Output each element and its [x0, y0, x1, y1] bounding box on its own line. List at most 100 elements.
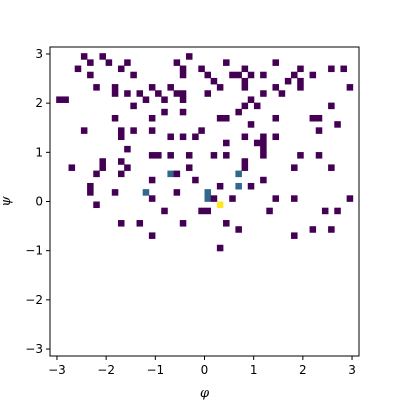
heatmap-cell	[117, 65, 125, 73]
heatmap-cell	[235, 71, 242, 79]
y-tick-label: 1	[35, 145, 43, 159]
heatmap-cell	[111, 189, 119, 196]
heatmap-cell	[315, 152, 323, 159]
heatmap-cell	[93, 84, 100, 91]
heatmap-cell	[148, 84, 156, 91]
x-tick-label: 0	[201, 363, 209, 377]
y-tick-label: −2	[25, 293, 43, 307]
heatmap-cell	[346, 84, 354, 91]
heatmap-cell	[253, 102, 261, 110]
heatmap-cell	[216, 114, 224, 122]
heatmap-cell	[167, 133, 174, 141]
heatmap-cell	[179, 220, 187, 227]
heatmap-cell	[253, 139, 261, 147]
heatmap-cell	[87, 59, 94, 66]
heatmap-cell	[260, 145, 267, 153]
heatmap-cell	[340, 65, 347, 73]
heatmap-cell	[291, 232, 298, 239]
heatmap-cell	[260, 90, 267, 97]
heatmap-cell	[124, 90, 131, 97]
heatmap-cell	[291, 71, 298, 79]
heatmap-cell	[204, 71, 212, 79]
heatmap-cell	[297, 84, 304, 91]
heatmap-cell	[161, 108, 168, 116]
y-tick-label: 2	[35, 96, 43, 110]
x-tick-label: 3	[348, 363, 356, 377]
heatmap-cell	[179, 133, 187, 141]
heatmap-cell	[210, 152, 218, 159]
heatmap-cell	[210, 195, 218, 202]
heatmap-cell	[192, 176, 199, 184]
heatmap-cell	[74, 65, 82, 73]
heatmap-cell	[241, 65, 249, 73]
heatmap-cell	[93, 201, 100, 209]
heatmap-cell	[284, 77, 292, 85]
heatmap-cell	[136, 220, 144, 227]
heatmap-cell	[155, 90, 162, 97]
heatmap-cell	[297, 65, 304, 73]
heatmap-cell	[167, 152, 174, 159]
heatmap-cell	[124, 59, 131, 66]
heatmap-cell	[93, 170, 100, 178]
heatmap-cell	[148, 176, 156, 184]
heatmap-cell	[117, 170, 125, 178]
heatmap-cell	[198, 127, 205, 134]
heatmap-cell	[229, 71, 236, 79]
x-axis-ticks: −3 −2 −1 0 1 2 3	[48, 356, 356, 377]
heatmap-cell	[80, 127, 88, 134]
heatmap-cell	[179, 65, 187, 73]
heatmap-cell	[260, 152, 267, 159]
heatmap-cell	[105, 59, 113, 66]
heatmap-cell	[62, 96, 69, 103]
heatmap-cell	[247, 71, 255, 79]
heatmap-cell	[99, 158, 106, 165]
heatmap-cell	[179, 71, 187, 79]
heatmap-cell	[241, 158, 249, 165]
heatmap-cell	[260, 139, 267, 147]
heatmap-cell	[117, 127, 125, 134]
heatmap-cell	[161, 207, 168, 215]
heatmap-cell	[229, 195, 236, 202]
heatmap-cell	[179, 90, 187, 97]
heatmap-cell	[328, 164, 335, 171]
x-tick-label: −2	[97, 363, 115, 377]
heatmap-cell	[291, 195, 298, 202]
heatmap-cell	[272, 133, 280, 141]
heatmap-cell	[241, 133, 249, 141]
heatmap-cell	[235, 170, 242, 178]
heatmap-cell	[130, 127, 137, 134]
heatmap-cell	[309, 114, 317, 122]
heatmap-cell	[241, 77, 249, 85]
y-tick-label: −3	[25, 342, 43, 356]
heatmap-cell	[216, 84, 224, 91]
heatmap-cell	[272, 59, 280, 66]
heatmap-cell	[111, 84, 119, 91]
heatmap-cell	[124, 145, 131, 153]
heatmap-cell	[179, 108, 187, 116]
heatmap-cell	[204, 90, 212, 97]
heatmap-cell	[167, 84, 174, 91]
heatmap-cell	[334, 207, 341, 215]
heatmap-cell	[161, 96, 168, 103]
heatmap-cell	[148, 232, 156, 239]
heatmap-cells	[56, 53, 354, 252]
heatmap-cell	[136, 90, 144, 97]
x-tick-label: −1	[146, 363, 164, 377]
heatmap-cell	[223, 139, 230, 147]
heatmap-cell	[198, 65, 205, 73]
heatmap-cell	[68, 164, 76, 171]
heatmap-cell	[297, 152, 304, 159]
y-axis-label: ψ	[0, 196, 14, 207]
heatmap-cell	[216, 182, 224, 190]
heatmap-cell	[204, 195, 212, 202]
heatmap-cell	[124, 164, 131, 171]
x-tick-label: −3	[48, 363, 66, 377]
heatmap-cell	[235, 226, 242, 233]
heatmap-cell	[241, 84, 249, 91]
heatmap-cell	[334, 121, 341, 128]
heatmap-cell	[328, 226, 335, 233]
heatmap-cell	[155, 152, 162, 159]
heatmap-cell	[130, 102, 137, 110]
heatmap-cell	[241, 164, 249, 171]
